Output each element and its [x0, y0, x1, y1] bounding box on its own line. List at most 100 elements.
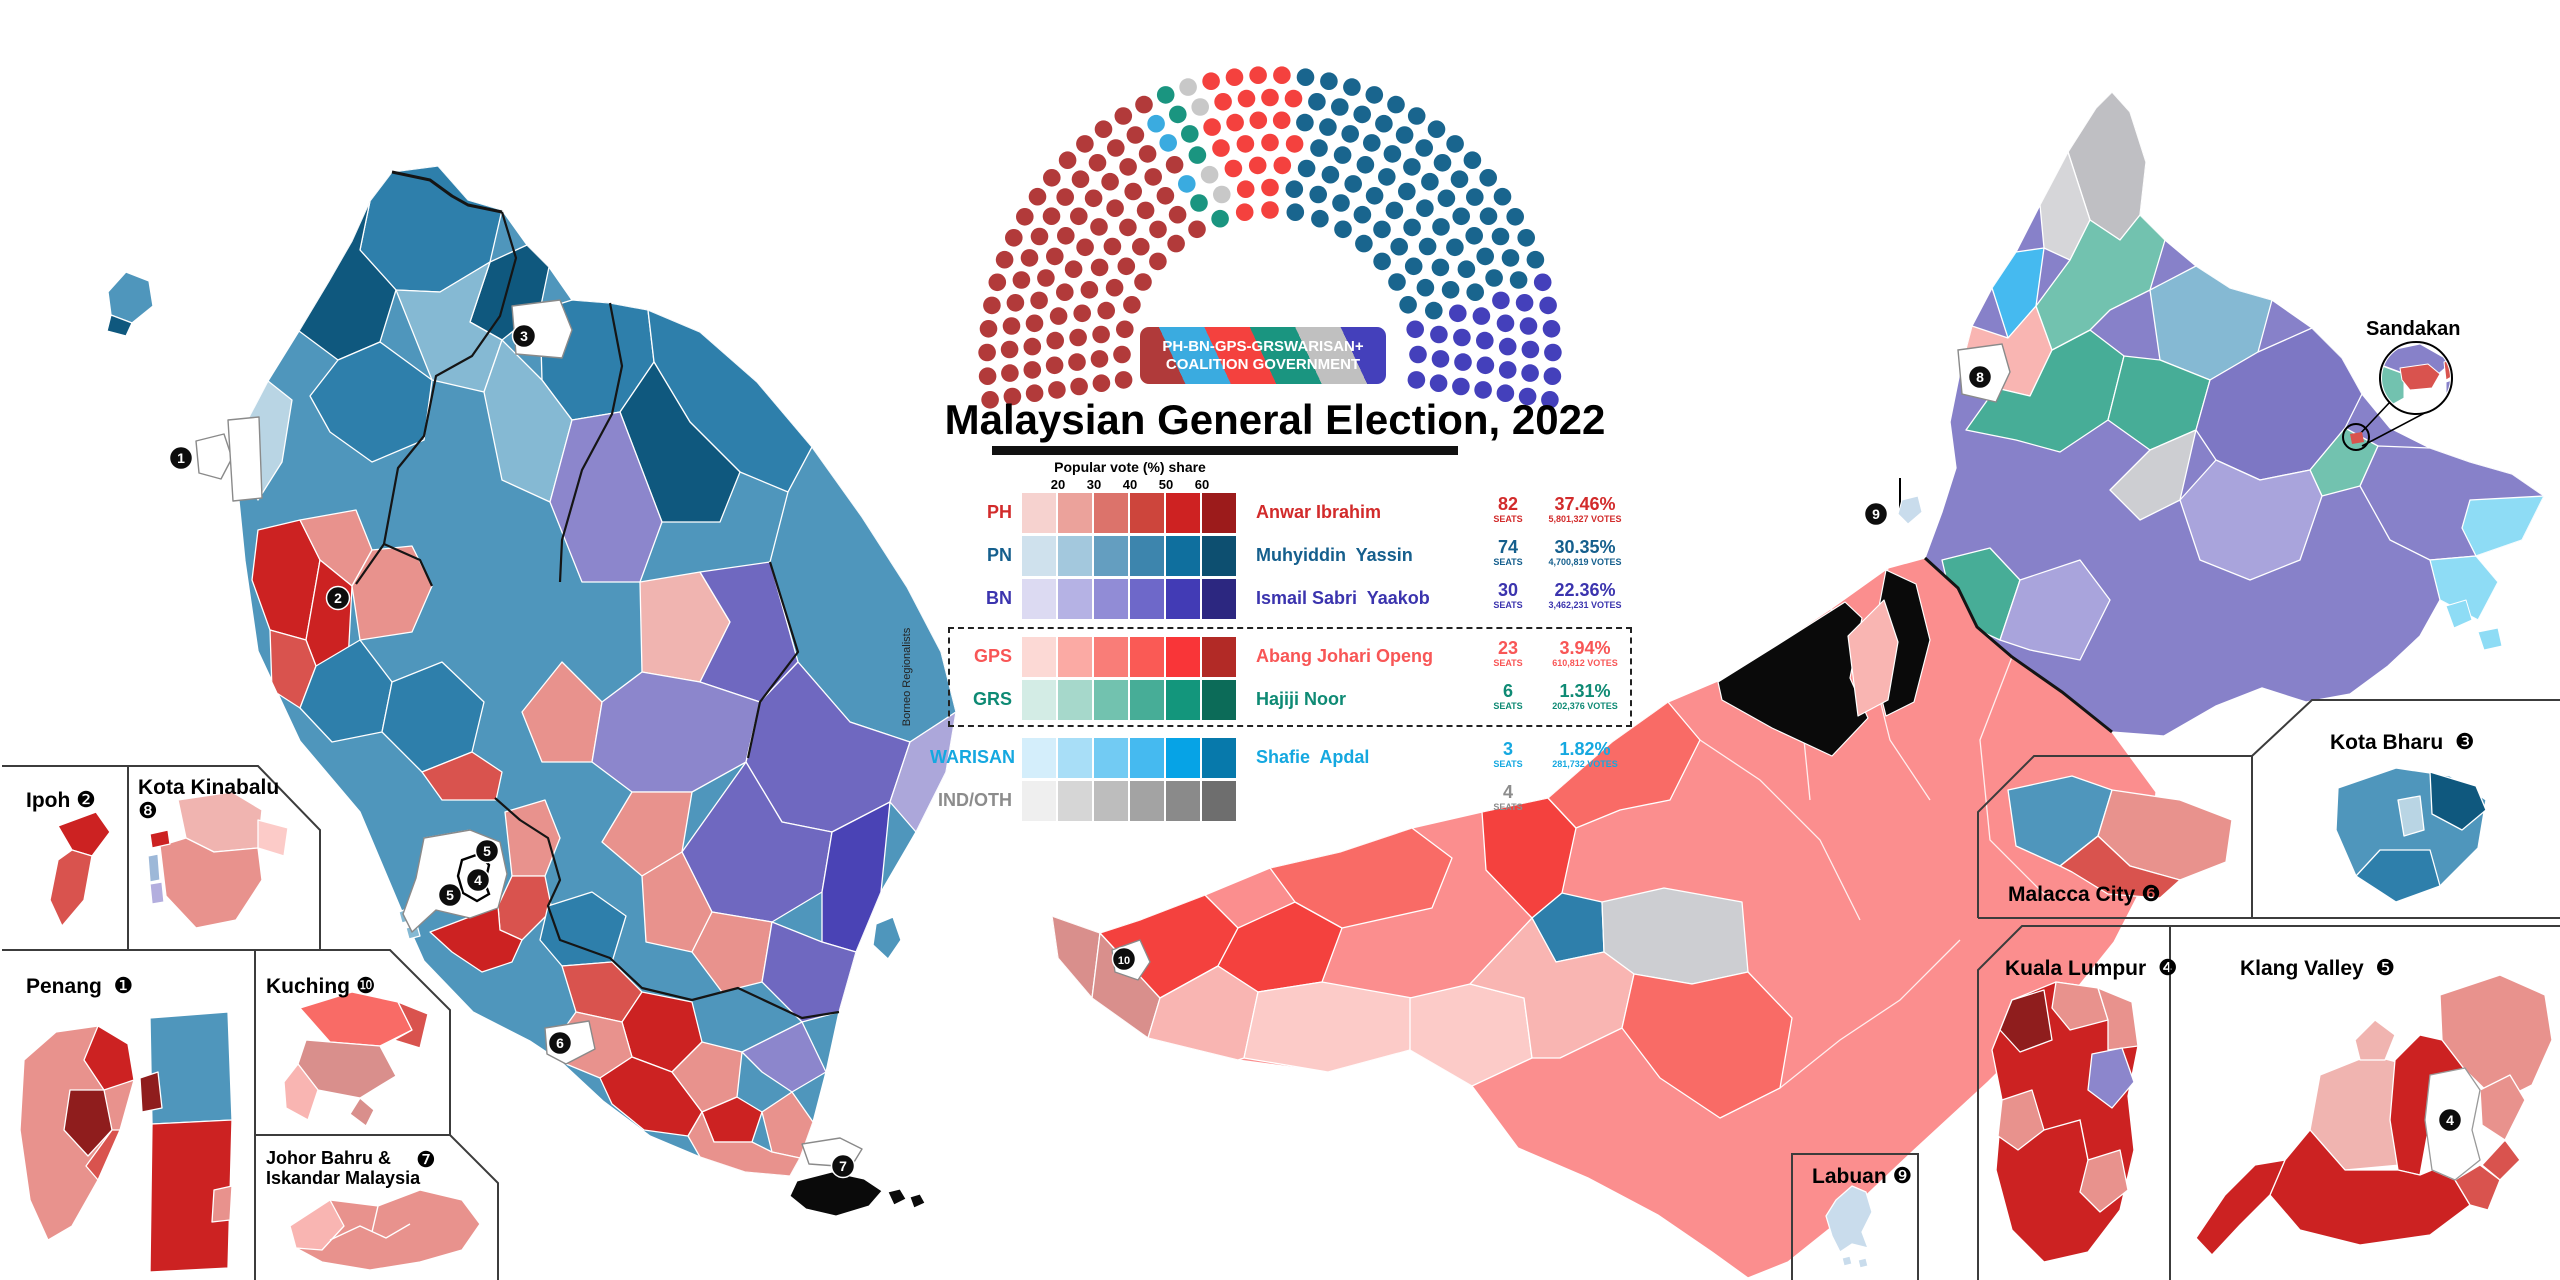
- legend-row-grs: GRS Hajiji Noor 6 SEATS 1.31% 202,376 VOTES: [920, 679, 1640, 721]
- parliament-seat: [1124, 182, 1142, 201]
- map-marker-number: 2: [334, 590, 342, 606]
- parliament-seat: [1353, 105, 1371, 124]
- map-region: [299, 991, 413, 1047]
- title-underline: [992, 446, 1458, 455]
- parliament-seat: [1429, 374, 1448, 393]
- parliament-seat: [1156, 187, 1175, 205]
- state-border: [494, 797, 840, 1020]
- parliament-seat: [1046, 247, 1064, 266]
- parliament-seat: [979, 320, 998, 338]
- map-marker-number: 1: [177, 450, 185, 466]
- map-region: [1825, 1185, 1873, 1253]
- parliament-seat: [1498, 361, 1517, 379]
- state-border: [355, 211, 518, 585]
- legend-swatch: [1130, 637, 1164, 677]
- parliament-seat: [1188, 220, 1206, 239]
- map-region: [149, 881, 165, 905]
- map-marker-number: 3: [520, 328, 528, 344]
- map-marker: [547, 1030, 573, 1056]
- legend-swatch: [1202, 680, 1236, 720]
- sandakan-magnifier: [2342, 341, 2453, 451]
- party-name: GPS: [973, 646, 1012, 666]
- map-marker: [2437, 1107, 2463, 1133]
- map-marker-number: 4: [474, 872, 482, 888]
- map-region: [257, 819, 289, 857]
- map-region: [49, 849, 93, 927]
- map-region: [349, 1097, 375, 1127]
- map-region: [2429, 771, 2487, 831]
- inset-label-ipoh: Ipoh ❷: [26, 787, 96, 812]
- legend-swatch: [1130, 579, 1164, 619]
- parliament-seat: [1457, 260, 1476, 279]
- legend-swatch: [1058, 493, 1092, 533]
- parliament-seat: [1058, 151, 1077, 169]
- inset-label-kota-bharu: Kota Bharu ❸: [2330, 729, 2475, 754]
- parliament-seat: [1056, 283, 1074, 302]
- map-marker: [474, 838, 500, 864]
- parliament-seat: [1331, 98, 1349, 116]
- parliament-seat: [1450, 170, 1469, 188]
- parliament-seat: [1113, 345, 1131, 364]
- parliament-seat: [1518, 387, 1537, 406]
- legend-swatch: [1166, 680, 1200, 720]
- map-marker: [465, 867, 491, 893]
- parliament-seat: [1203, 118, 1221, 136]
- parliament-seat: [1474, 381, 1492, 399]
- vote-share-swatches: [1022, 493, 1238, 533]
- legend-swatch: [1202, 536, 1236, 576]
- parliament-seat: [1030, 227, 1049, 246]
- legend-swatch: [1202, 637, 1236, 677]
- inset-box-border: [1791, 1153, 1919, 1280]
- parliament-seat: [1237, 89, 1256, 108]
- parliament-seat: [1016, 208, 1034, 226]
- map-region: [2461, 495, 2544, 557]
- legend-row-warisan: WARISAN Shafie Apdal 3 SEATS 1.82% 281,732 VO…: [920, 737, 1640, 779]
- parliament-seat: [1403, 158, 1421, 176]
- parliament-seat: [1090, 218, 1108, 236]
- map-region: [1857, 1257, 1869, 1269]
- party-seats: 82 SEATS: [1493, 494, 1523, 525]
- parliament-seat: [1403, 218, 1421, 237]
- parliament-seat: [1416, 278, 1435, 297]
- parliament-seat: [1406, 320, 1424, 339]
- parliament-seat: [1356, 156, 1375, 174]
- parliament-seat: [1037, 269, 1055, 287]
- legend-tick: 20: [1050, 477, 1066, 492]
- parliament-seat: [1090, 258, 1109, 277]
- inset-box-border: [2, 949, 451, 1135]
- parliament-seat: [1308, 93, 1326, 111]
- map-region: [1997, 1089, 2045, 1151]
- legend-swatch: [1130, 781, 1164, 821]
- parliament-seat: [1023, 361, 1042, 379]
- map-region: [1999, 989, 2053, 1053]
- map-region: [106, 314, 133, 337]
- legend-swatch: [1166, 738, 1200, 778]
- party-vote-share: 22.36% 3,462,231 VOTES: [1548, 580, 1622, 611]
- party-leader: Ismail Sabri Yaakob: [1256, 588, 1430, 608]
- parliament-seat: [1476, 331, 1494, 350]
- parliament-seat: [1296, 68, 1315, 86]
- constituency-line: [371, 1205, 379, 1233]
- parliament-seat: [1012, 271, 1031, 289]
- parliament-seat: [1407, 107, 1426, 125]
- map-region: [909, 1193, 926, 1209]
- parliament-seat: [1492, 291, 1510, 310]
- map-marker: [511, 323, 537, 349]
- legend-swatch: [1094, 579, 1128, 619]
- parliament-seat: [1076, 238, 1094, 257]
- parliament-seat: [1427, 120, 1446, 138]
- map-region: [1052, 915, 1101, 999]
- parliament-seat: [1068, 353, 1086, 371]
- map-marker: [1863, 501, 1889, 527]
- parliament-diagram: [978, 66, 1562, 409]
- parliament-seat: [1046, 331, 1064, 350]
- parliament-seat: [1466, 188, 1484, 206]
- legend-row-indoth: IND/OTH 4 SEATS: [920, 780, 1640, 822]
- map-region: [687, 1111, 801, 1176]
- parliament-seat: [1319, 118, 1337, 136]
- legend-swatch: [1022, 579, 1056, 619]
- constituency-line: [2059, 835, 2099, 867]
- legend-row-bn: BN Ismail Sabri Yaakob 30 SEATS 22.36% 3,462,…: [920, 578, 1640, 620]
- legend-swatch: [1202, 781, 1236, 821]
- parliament-seat: [1390, 237, 1408, 256]
